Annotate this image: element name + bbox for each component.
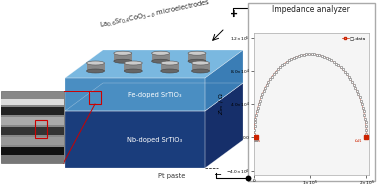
Text: Fe-doped SrTiO₃: Fe-doped SrTiO₃ [128, 92, 182, 98]
Bar [124, 63, 142, 71]
Bar [192, 63, 209, 71]
Polygon shape [65, 83, 243, 111]
Text: +: + [230, 9, 238, 19]
Ellipse shape [124, 69, 142, 73]
Polygon shape [248, 3, 375, 181]
Bar [0, 99, 64, 105]
Text: Impedance analyzer: Impedance analyzer [272, 6, 350, 15]
Ellipse shape [188, 51, 206, 55]
Polygon shape [205, 50, 243, 111]
Polygon shape [205, 83, 243, 168]
Ellipse shape [188, 59, 206, 63]
Ellipse shape [161, 61, 179, 65]
Ellipse shape [87, 69, 104, 73]
Text: La$_{0.6}$Sr$_{0.4}$CoO$_{3-\delta}$ microelectrodes: La$_{0.6}$Sr$_{0.4}$CoO$_{3-\delta}$ mic… [99, 0, 211, 31]
Bar [0, 147, 64, 155]
Ellipse shape [161, 69, 179, 73]
Bar [0, 117, 64, 125]
Bar [0, 127, 64, 135]
Ellipse shape [152, 59, 170, 63]
Polygon shape [65, 78, 205, 111]
Polygon shape [65, 111, 205, 168]
Y-axis label: $Z_{\rm im}$ / $\Omega$: $Z_{\rm im}$ / $\Omega$ [217, 93, 226, 116]
Ellipse shape [114, 51, 132, 55]
Bar [87, 63, 104, 71]
Ellipse shape [152, 51, 170, 55]
Legend: □–data: □–data [341, 36, 367, 42]
Polygon shape [65, 50, 243, 78]
Text: −: − [214, 170, 222, 180]
Ellipse shape [192, 61, 209, 65]
Text: $\omega_1$: $\omega_1$ [354, 137, 363, 145]
Ellipse shape [124, 61, 142, 65]
Bar [0, 107, 64, 115]
Ellipse shape [192, 69, 209, 73]
Text: Pt paste: Pt paste [158, 173, 186, 179]
Bar [0, 91, 64, 163]
Bar [0, 155, 64, 163]
Bar [152, 53, 170, 61]
Bar [35, 120, 47, 138]
Text: $\omega_s$: $\omega_s$ [253, 137, 261, 145]
Text: Nb-doped SrTiO₃: Nb-doped SrTiO₃ [127, 137, 183, 143]
Bar [188, 53, 206, 61]
Bar [0, 137, 64, 145]
Ellipse shape [114, 59, 132, 63]
Bar [89, 91, 101, 104]
Bar [114, 53, 132, 61]
Ellipse shape [87, 61, 104, 65]
Bar [161, 63, 179, 71]
